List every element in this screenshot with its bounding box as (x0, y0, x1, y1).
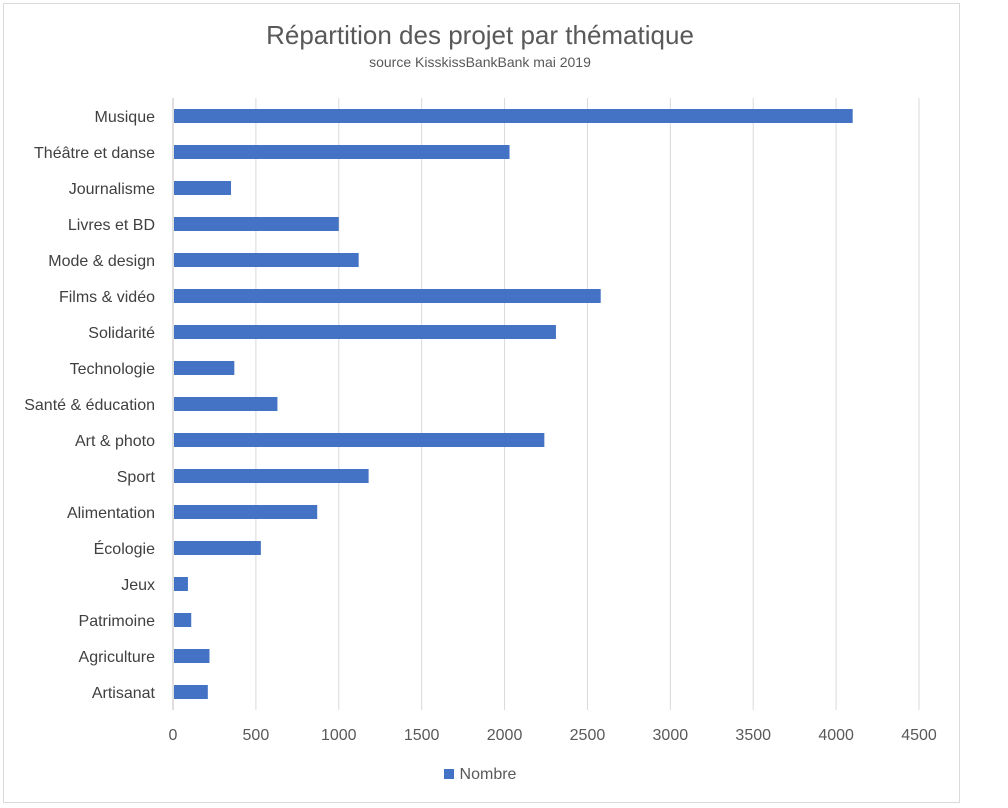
chart-title: Répartition des projet par thématique (266, 20, 694, 50)
category-label: Technologie (70, 361, 156, 378)
bar (174, 325, 556, 339)
bar (174, 505, 318, 519)
chart-frame (3, 3, 960, 803)
bar (174, 577, 188, 591)
legend-swatch (443, 769, 454, 779)
category-label: Musique (95, 109, 156, 126)
bar (174, 433, 545, 447)
x-tick-label: 4500 (901, 727, 937, 744)
bar (174, 541, 261, 555)
x-tick-label: 1500 (404, 727, 440, 744)
category-label: Théâtre et danse (34, 145, 155, 162)
category-label: Mode & design (48, 253, 155, 270)
x-tick-label: 2000 (487, 727, 523, 744)
category-label: Journalisme (69, 181, 155, 198)
bar (174, 181, 232, 195)
bar (174, 361, 235, 375)
x-tick-label: 3500 (735, 727, 771, 744)
bar (174, 397, 278, 411)
x-tick-label: 1000 (321, 727, 357, 744)
bar (174, 289, 601, 303)
category-label: Jeux (121, 577, 155, 594)
bar (174, 685, 208, 699)
x-tick-label: 2500 (570, 727, 606, 744)
bar (174, 145, 510, 159)
category-label: Patrimoine (79, 613, 156, 630)
category-label: Artisanat (92, 685, 156, 702)
bar (174, 469, 369, 483)
legend: Nombre (0, 766, 960, 784)
category-label: Solidarité (88, 325, 155, 342)
category-label: Art & photo (75, 433, 155, 450)
category-label: Agriculture (79, 649, 156, 666)
category-label: Films & vidéo (59, 289, 155, 306)
bar (174, 649, 210, 663)
bar (174, 109, 853, 123)
legend-label: Nombre (459, 766, 517, 783)
category-label: Santé & éducation (24, 397, 155, 414)
x-tick-label: 0 (169, 727, 178, 744)
x-tick-label: 500 (243, 727, 270, 744)
bar (174, 217, 339, 231)
chart-subtitle: source KisskissBankBank mai 2019 (369, 54, 591, 70)
bar (174, 253, 359, 267)
x-tick-label: 4000 (818, 727, 854, 744)
category-label: Livres et BD (68, 217, 155, 234)
x-tick-label: 3000 (653, 727, 689, 744)
category-label: Écologie (94, 539, 155, 558)
bar (174, 613, 192, 627)
category-label: Alimentation (67, 505, 155, 522)
category-label: Sport (117, 469, 156, 486)
